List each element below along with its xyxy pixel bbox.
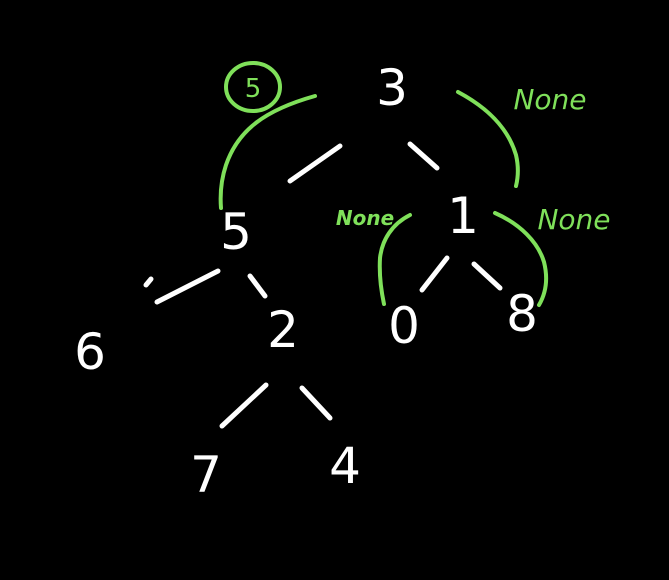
- node-0: 0: [388, 297, 420, 355]
- node-8: 8: [506, 285, 538, 343]
- edge-1-to-8: [471, 261, 503, 291]
- edge-5-to-2: [247, 273, 268, 299]
- edge-5-tick-mark: [143, 276, 154, 288]
- arc-left-subtree-result: [218, 94, 317, 210]
- edge-3-to-5: [287, 143, 343, 184]
- edge-2-to-7: [219, 382, 269, 429]
- edge-3-to-1: [407, 141, 440, 171]
- node-1: 1: [447, 187, 479, 245]
- arc-node1-left-result: [377, 213, 412, 306]
- root-right-none-label: None: [513, 83, 587, 116]
- circled-value-label: 5: [244, 74, 262, 104]
- node-7: 7: [190, 446, 222, 504]
- edge-1-to-0: [419, 255, 450, 293]
- node1-right-none-label: None: [537, 203, 611, 236]
- arc-right-subtree-result: [456, 90, 520, 188]
- node-4: 4: [329, 437, 361, 495]
- edge-5-to-6: [154, 268, 221, 305]
- arc-node1-right-result: [493, 211, 549, 307]
- node-root-3: 3: [376, 59, 408, 117]
- node-6: 6: [74, 323, 106, 381]
- node-2: 2: [267, 301, 299, 359]
- node1-left-none-label: None: [335, 206, 395, 230]
- node-5: 5: [220, 203, 252, 261]
- edge-2-to-4: [299, 385, 333, 421]
- circled-value-ring: [224, 61, 282, 113]
